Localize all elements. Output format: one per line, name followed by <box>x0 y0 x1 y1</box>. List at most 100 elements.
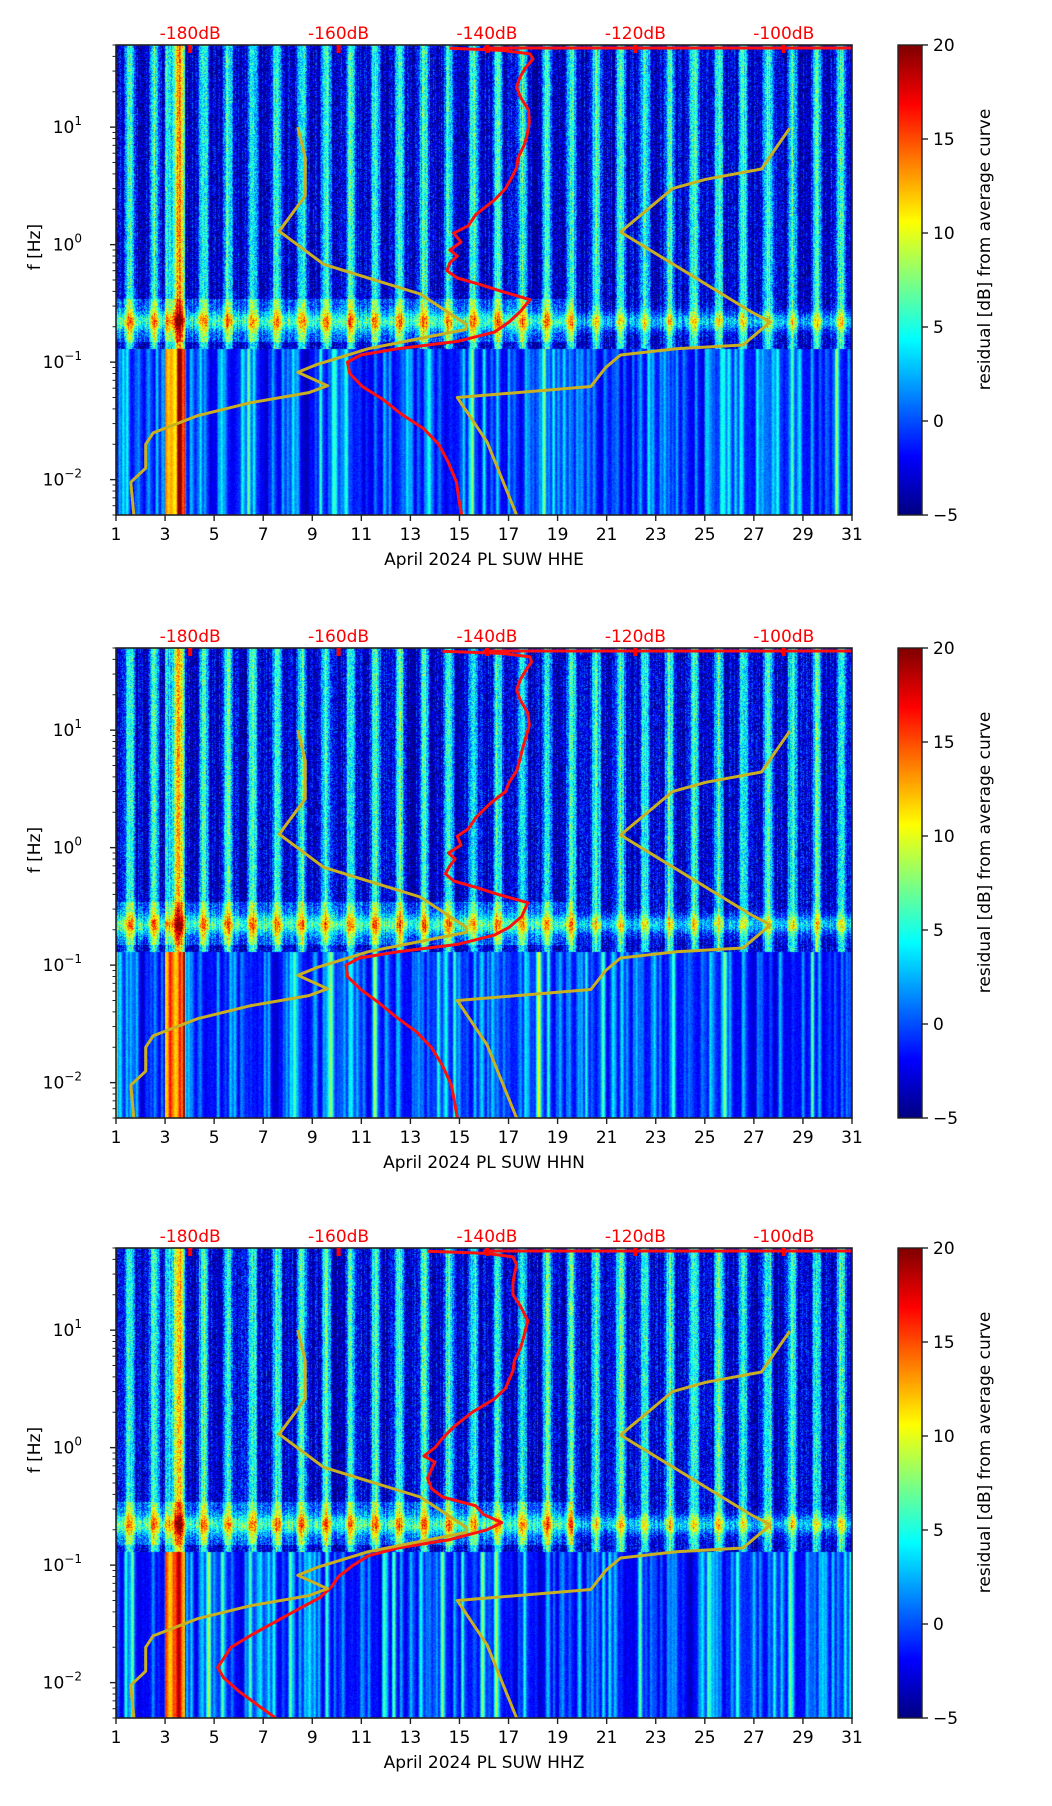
colorbar: −5 0 5 10 15 20 residual [dB] from average cu… <box>897 639 995 1129</box>
y-tick-base: 10 <box>53 1321 75 1341</box>
colorbar-label: residual [dB] from average curve <box>975 109 995 390</box>
x-tick-label: 9 <box>307 525 318 545</box>
colorbar-tick-label: 15 <box>933 1333 955 1353</box>
x-tick-label: 1 <box>111 1128 122 1148</box>
db-tick-label: -100dB <box>753 24 814 44</box>
x-tick-label: 17 <box>498 525 520 545</box>
db-top-axis: -180dB -160dB -140dB -120dB -100dB <box>160 1227 814 1256</box>
colorbar-label: residual [dB] from average curve <box>975 1312 995 1593</box>
db-tick-label: -140dB <box>456 1227 517 1247</box>
y-tick-label: 10−1 <box>43 349 82 373</box>
db-tick-mark <box>336 1248 341 1256</box>
y-tick-exponent: −1 <box>64 349 82 363</box>
db-tick-label: -140dB <box>456 24 517 44</box>
x-tick-label: 25 <box>694 1728 716 1748</box>
colorbar-tick-label: 10 <box>933 1427 955 1447</box>
y-tick-base: 10 <box>43 1674 65 1694</box>
y-tick-base: 10 <box>43 1074 65 1094</box>
x-ticks: 1 3 5 7 9 11 13 15 17 19 21 23 25 27 29 31 <box>111 1118 863 1148</box>
db-tick-label: -180dB <box>160 1227 221 1247</box>
x-tick-label: 7 <box>258 1128 269 1148</box>
low-noise-model-curve <box>129 126 468 515</box>
colorbar-tick-label: −5 <box>933 506 958 526</box>
low-noise-model-curve <box>129 1329 468 1718</box>
curves <box>129 649 852 1118</box>
x-tick-label: 11 <box>351 1728 373 1748</box>
db-tick-mark <box>336 45 341 53</box>
axes-frame <box>115 1247 853 1719</box>
db-tick-mark <box>633 1248 638 1256</box>
colorbar-gradient <box>898 1248 922 1718</box>
x-tick-label: 25 <box>694 525 716 545</box>
colorbar-tick-label: 15 <box>933 130 955 150</box>
y-tick-base: 10 <box>53 839 75 859</box>
colorbar-tick-label: 20 <box>933 36 955 56</box>
colorbar-tick-label: 10 <box>933 827 955 847</box>
colorbar-label: residual [dB] from average curve <box>975 712 995 993</box>
x-tick-label: 5 <box>209 525 220 545</box>
y-tick-base: 10 <box>53 236 75 256</box>
x-tick-label: 23 <box>645 525 667 545</box>
db-tick-label: -160dB <box>308 1227 369 1247</box>
x-tick-label: 5 <box>209 1728 220 1748</box>
colorbar-ticks: −5 0 5 10 15 20 <box>922 639 958 1129</box>
x-axis-label: April 2024 PL SUW HHZ <box>384 1753 585 1773</box>
x-tick-label: 1 <box>111 1728 122 1748</box>
x-tick-label: 13 <box>400 1128 422 1148</box>
colorbar-ticks: −5 0 5 10 15 20 <box>922 36 958 526</box>
x-tick-label: 29 <box>792 525 814 545</box>
db-tick-label: -120dB <box>605 627 666 647</box>
x-tick-label: 29 <box>792 1128 814 1148</box>
db-tick-mark <box>781 1248 786 1256</box>
y-tick-base: 10 <box>43 956 65 976</box>
x-tick-label: 23 <box>645 1128 667 1148</box>
x-tick-label: 17 <box>498 1728 520 1748</box>
colorbar-ticks: −5 0 5 10 15 20 <box>922 1239 958 1729</box>
y-axis-label: f [Hz] <box>25 224 45 270</box>
y-tick-label: 10−2 <box>43 467 82 491</box>
x-tick-label: 17 <box>498 1128 520 1148</box>
average-psd-curve <box>344 649 533 1118</box>
colorbar-tick-label: 5 <box>933 318 944 338</box>
x-tick-label: 25 <box>694 1128 716 1148</box>
high-noise-model-curve <box>455 127 791 515</box>
average-psd-curve <box>346 46 535 515</box>
y-tick-label: 10−2 <box>43 1070 82 1094</box>
panel-hhe: 1 3 5 7 9 11 13 15 17 19 21 23 25 27 29 31 10110010−110… <box>25 24 995 570</box>
x-axis-label: April 2024 PL SUW HHN <box>383 1153 585 1173</box>
y-tick-exponent: 0 <box>74 232 82 246</box>
y-tick-label: 101 <box>53 1317 82 1341</box>
panel-hhn: 1 3 5 7 9 11 13 15 17 19 21 23 25 27 29 31 10110010−110… <box>25 627 995 1173</box>
curves <box>129 1249 852 1718</box>
axes-frame <box>115 44 853 516</box>
db-tick-mark <box>188 1248 193 1256</box>
db-top-axis: -180dB -160dB -140dB -120dB -100dB <box>160 627 814 656</box>
db-tick-label: -120dB <box>605 24 666 44</box>
y-tick-exponent: −2 <box>64 1070 82 1084</box>
colorbar-tick-label: 15 <box>933 733 955 753</box>
x-tick-label: 15 <box>449 1728 471 1748</box>
x-tick-label: 31 <box>841 1128 863 1148</box>
y-tick-base: 10 <box>43 1556 65 1576</box>
x-tick-label: 19 <box>547 1728 569 1748</box>
y-tick-label: 10−1 <box>43 1552 82 1576</box>
colorbar-frame <box>897 44 923 516</box>
db-top-axis: -180dB -160dB -140dB -120dB -100dB <box>160 24 814 53</box>
x-tick-label: 11 <box>351 525 373 545</box>
x-tick-label: 21 <box>596 525 618 545</box>
x-tick-label: 3 <box>160 525 171 545</box>
panel-hhz: 1 3 5 7 9 11 13 15 17 19 21 23 25 27 29 31 10110010−110… <box>25 1227 995 1773</box>
db-tick-label: -160dB <box>308 627 369 647</box>
y-tick-exponent: −1 <box>64 952 82 966</box>
colorbar-tick-label: −5 <box>933 1709 958 1729</box>
colorbar-tick-label: 20 <box>933 639 955 659</box>
x-tick-label: 1 <box>111 525 122 545</box>
colorbar-tick-label: 0 <box>933 412 944 432</box>
db-tick-mark <box>484 648 489 656</box>
y-tick-base: 10 <box>53 118 75 138</box>
x-tick-label: 13 <box>400 1728 422 1748</box>
y-tick-base: 10 <box>53 721 75 741</box>
db-tick-mark <box>336 648 341 656</box>
x-tick-label: 9 <box>307 1728 318 1748</box>
x-ticks: 1 3 5 7 9 11 13 15 17 19 21 23 25 27 29 31 <box>111 515 863 545</box>
